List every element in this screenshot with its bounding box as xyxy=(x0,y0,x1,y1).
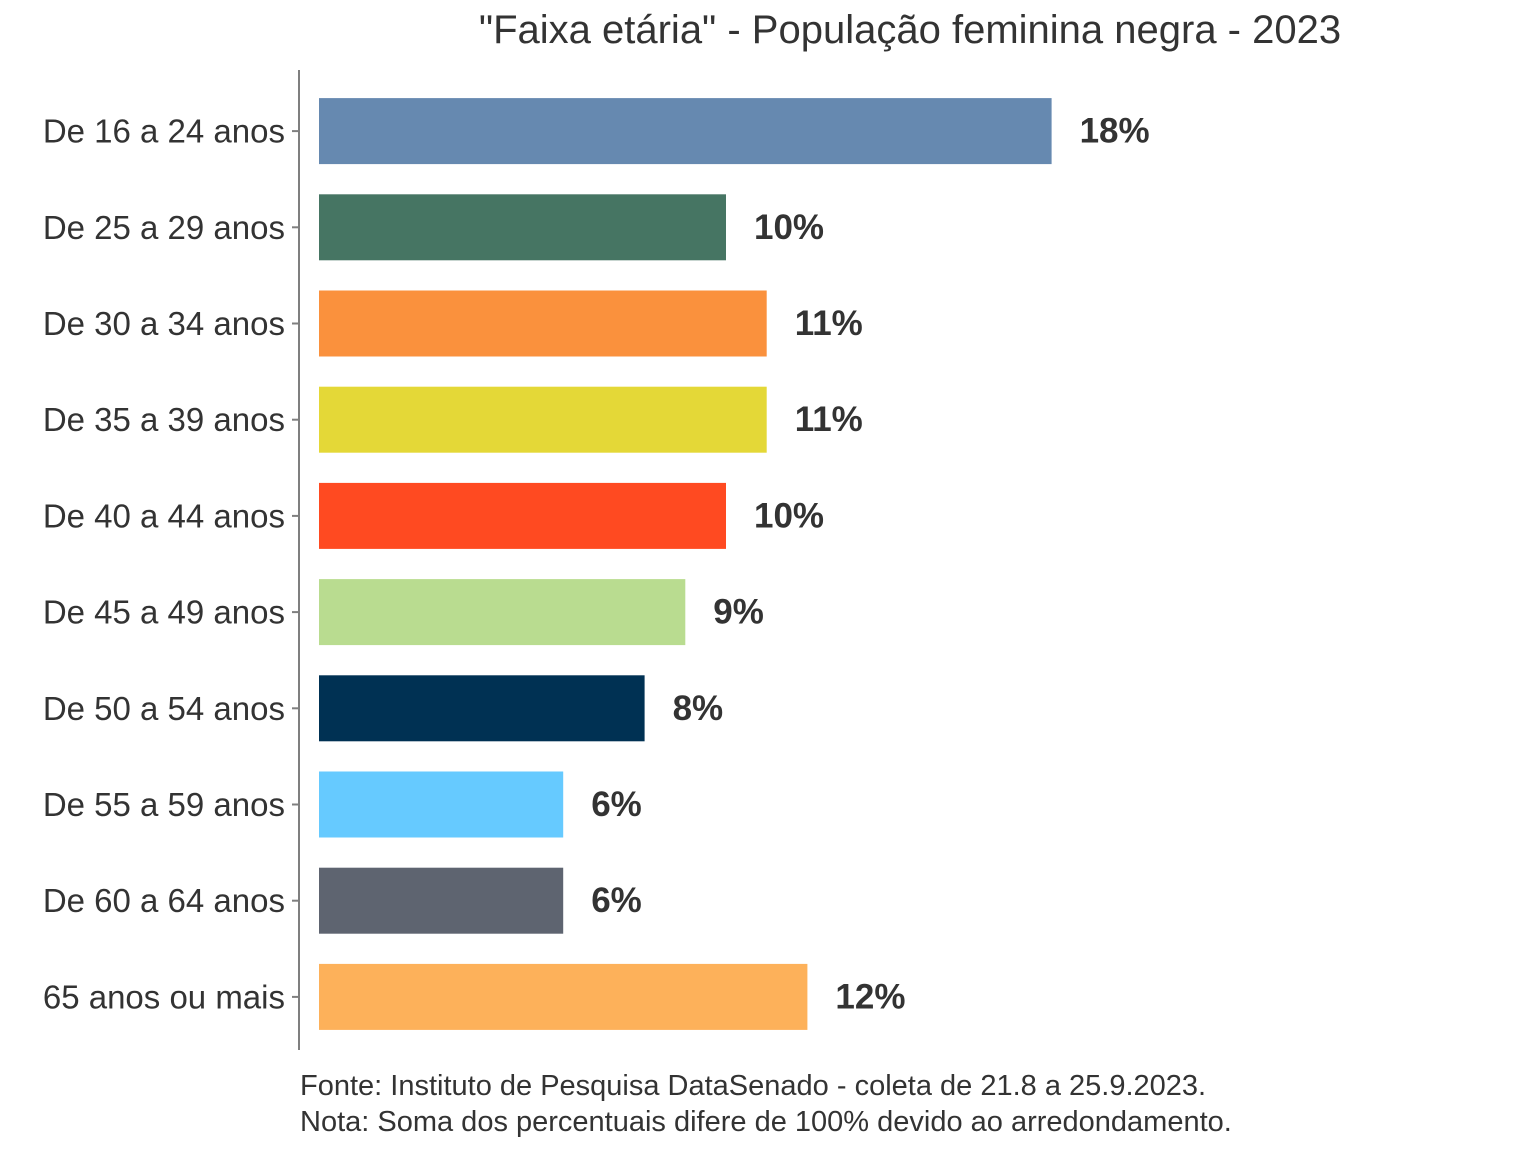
bar xyxy=(319,194,726,261)
data-label: 6% xyxy=(591,881,642,920)
bar xyxy=(319,771,564,838)
y-tick-label: De 35 a 39 anos xyxy=(43,401,285,438)
data-label: 18% xyxy=(1080,112,1150,151)
data-label: 10% xyxy=(754,496,824,535)
data-label: 12% xyxy=(835,977,905,1016)
y-tick-label: De 40 a 44 anos xyxy=(43,497,285,534)
y-tick-label: De 16 a 24 anos xyxy=(43,113,285,150)
y-axis: De 16 a 24 anos De 25 a 29 anos De 30 a 34… xyxy=(43,70,300,1050)
y-tick-label: De 25 a 29 anos xyxy=(43,209,285,246)
data-label: 11% xyxy=(795,304,863,343)
data-label: 8% xyxy=(673,689,724,728)
chart-footer: Fonte: Instituto de Pesquisa DataSenado … xyxy=(300,1068,1232,1140)
data-label: 10% xyxy=(754,208,824,247)
chart-title: "Faixa etária" - População feminina negr… xyxy=(478,8,1342,52)
y-tick-label: De 60 a 64 anos xyxy=(43,882,285,919)
y-tick-label: De 55 a 59 anos xyxy=(43,786,285,823)
source-note: Fonte: Instituto de Pesquisa DataSenado … xyxy=(300,1070,1207,1102)
bar xyxy=(319,963,808,1030)
y-tick-label: De 50 a 54 anos xyxy=(43,690,285,727)
bar xyxy=(319,675,645,742)
data-label: 9% xyxy=(713,593,764,632)
bar xyxy=(319,98,1052,165)
bar xyxy=(319,867,564,934)
bars-group xyxy=(319,98,1052,1030)
bar-chart: De 16 a 24 anos De 25 a 29 anos De 30 a 34… xyxy=(43,70,1150,1050)
value-labels-group: 18% 10% 11% 11% 10% 9% 8% 6% 6% 12% xyxy=(591,112,1149,1017)
y-tick-label: De 30 a 34 anos xyxy=(43,305,285,342)
bar xyxy=(319,386,767,453)
y-tick-label: De 45 a 49 anos xyxy=(43,594,285,631)
bar xyxy=(319,290,767,357)
data-label: 11% xyxy=(795,400,863,439)
y-tick-label: 65 anos ou mais xyxy=(43,978,285,1015)
bar xyxy=(319,482,726,549)
data-label: 6% xyxy=(591,785,642,824)
rounding-note: Nota: Soma dos percentuais difere de 100… xyxy=(300,1106,1232,1138)
bar xyxy=(319,579,686,646)
